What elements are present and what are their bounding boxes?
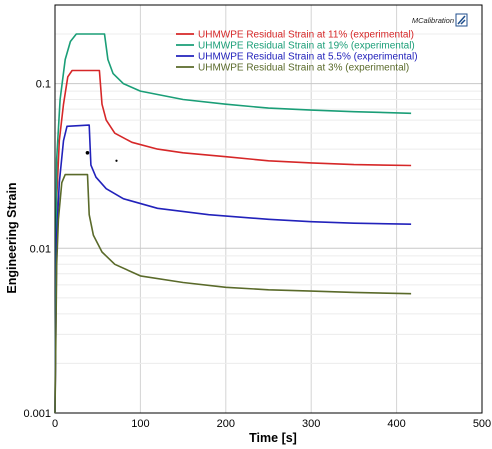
tick-labels: 0 100 200 300 400 500 0.001 0.01 0.1: [23, 79, 491, 430]
series-line-4: [54, 173, 412, 414]
series-line-3: [54, 124, 412, 414]
data-marker: [115, 159, 118, 162]
x-tick-label: 300: [302, 418, 320, 430]
grid: [55, 5, 482, 413]
legend-entry-4: UHMWPE Residual Strain at 3% (experiment…: [198, 63, 409, 74]
mcalibration-logo: MCalibration: [412, 13, 468, 27]
y-tick-label: 0.01: [30, 243, 51, 255]
plot-area: [54, 4, 483, 414]
x-tick-label: 0: [52, 418, 58, 430]
y-axis-label: Engineering Strain: [5, 182, 19, 293]
legend-entry-3: UHMWPE Residual Strain at 5.5% (experime…: [198, 52, 418, 63]
legend-entry-2: UHMWPE Residual Strain at 19% (experimen…: [198, 41, 415, 52]
y-tick-label: 0.1: [36, 79, 51, 91]
x-tick-label: 400: [387, 418, 405, 430]
x-tick-label: 200: [217, 418, 235, 430]
logo-text: MCalibration: [412, 16, 454, 25]
y-tick-label: 0.001: [23, 408, 51, 420]
logo-mark-icon: [457, 15, 466, 25]
data-marker: [85, 150, 90, 155]
marker-layer: [85, 150, 118, 162]
series-layer: [54, 33, 412, 414]
x-tick-label: 100: [131, 418, 149, 430]
legend-entry-1: UHMWPE Residual Strain at 11% (experimen…: [198, 30, 414, 41]
x-tick-label: 500: [473, 418, 491, 430]
legend: UHMWPE Residual Strain at 11% (experimen…: [176, 30, 418, 74]
series-line-1: [54, 69, 412, 414]
series-line-2: [54, 33, 412, 414]
x-axis-label: Time [s]: [249, 431, 297, 445]
